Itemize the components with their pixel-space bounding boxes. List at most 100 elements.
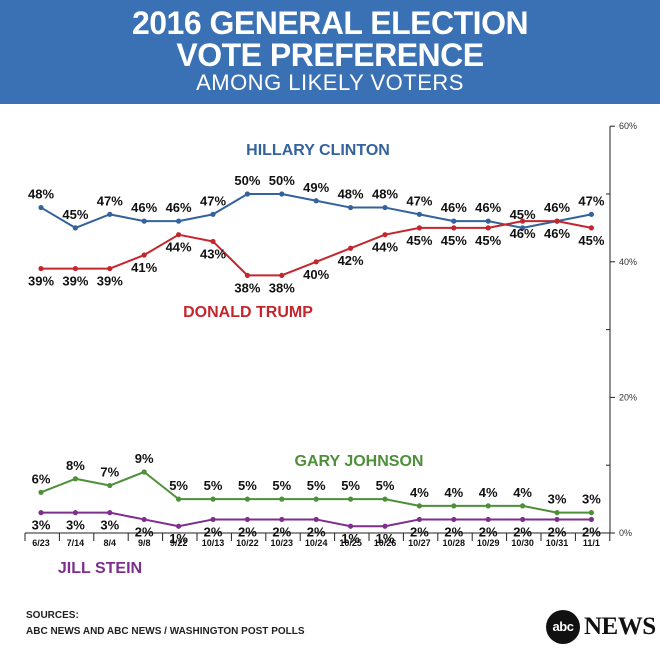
- data-point: [416, 503, 422, 509]
- data-label: 2%: [238, 524, 257, 539]
- data-label: 45%: [475, 233, 501, 248]
- sources-text: ABC NEWS AND ABC NEWS / WASHINGTON POST …: [26, 626, 305, 637]
- data-label: 40%: [303, 267, 329, 282]
- data-point: [38, 510, 44, 516]
- data-label: 4%: [444, 485, 463, 500]
- y-tick-label: 40%: [619, 257, 637, 267]
- data-label: 3%: [66, 518, 85, 533]
- data-label: 5%: [376, 478, 395, 493]
- data-label: 2%: [204, 524, 223, 539]
- data-point: [588, 211, 595, 217]
- data-point: [210, 238, 216, 245]
- data-label: 5%: [238, 478, 257, 493]
- data-label: 5%: [307, 478, 326, 493]
- data-label: 42%: [338, 253, 364, 268]
- data-label: 38%: [234, 280, 260, 295]
- data-point: [38, 265, 44, 272]
- data-point: [313, 496, 319, 502]
- data-point: [176, 218, 182, 224]
- data-label: 8%: [66, 458, 85, 473]
- data-label: 50%: [269, 173, 295, 188]
- data-label: 5%: [169, 478, 188, 493]
- data-point: [279, 272, 285, 278]
- y-tick-label: 60%: [619, 121, 637, 131]
- data-label: 2%: [479, 524, 498, 539]
- data-point: [244, 272, 250, 278]
- data-point: [348, 245, 354, 251]
- data-label: 2%: [135, 524, 154, 539]
- data-point: [416, 211, 422, 217]
- data-point: [588, 510, 595, 516]
- data-label: 39%: [97, 274, 123, 289]
- data-point: [554, 510, 560, 516]
- data-point: [554, 218, 560, 224]
- data-point: [520, 225, 526, 231]
- data-label: 7%: [100, 465, 119, 480]
- series-name-label: JILL STEIN: [58, 560, 142, 577]
- data-label: 49%: [303, 180, 329, 195]
- data-point: [485, 218, 491, 224]
- data-label: 44%: [372, 240, 398, 255]
- data-label: 45%: [578, 233, 604, 248]
- data-point: [107, 265, 113, 272]
- data-point: [588, 225, 595, 231]
- data-label: 47%: [578, 193, 604, 208]
- data-label: 39%: [28, 274, 54, 289]
- data-point: [451, 225, 457, 231]
- data-label: 2%: [410, 524, 429, 539]
- data-point: [520, 516, 526, 523]
- data-point: [485, 503, 491, 509]
- data-label: 50%: [234, 173, 260, 188]
- data-point: [210, 496, 216, 502]
- abc-logo-wordmark: NEWS: [584, 613, 656, 640]
- x-tick-label: 10/26: [374, 538, 397, 548]
- x-tick-label: 10/28: [443, 538, 466, 548]
- x-tick-label: 9/8: [138, 538, 151, 548]
- data-label: 47%: [406, 193, 432, 208]
- data-point: [520, 218, 526, 224]
- data-point: [382, 496, 388, 502]
- data-point: [485, 516, 491, 523]
- data-label: 3%: [548, 492, 567, 507]
- data-point: [520, 503, 526, 509]
- data-label: 2%: [444, 524, 463, 539]
- chart-subtitle: AMONG LIKELY VOTERS: [196, 70, 464, 95]
- x-tick-label: 10/27: [408, 538, 431, 548]
- data-point: [38, 489, 44, 495]
- chart-title-line1: 2016 GENERAL ELECTION: [131, 5, 529, 41]
- data-label: 46%: [441, 200, 467, 215]
- data-point: [279, 191, 285, 197]
- series-name-label: DONALD TRUMP: [183, 304, 313, 321]
- x-tick-label: 10/22: [236, 538, 259, 548]
- data-point: [279, 496, 285, 502]
- data-label: 48%: [372, 187, 398, 202]
- sources-label: SOURCES:: [26, 610, 79, 621]
- x-tick-label: 7/14: [67, 538, 85, 548]
- data-label: 4%: [479, 485, 498, 500]
- data-label: 3%: [582, 492, 601, 507]
- data-point: [416, 516, 422, 523]
- data-label: 45%: [510, 207, 536, 222]
- data-label: 2%: [548, 524, 567, 539]
- x-tick-label: 10/29: [477, 538, 500, 548]
- data-point: [244, 496, 250, 502]
- data-label: 5%: [341, 478, 360, 493]
- data-point: [176, 232, 182, 238]
- data-label: 45%: [441, 233, 467, 248]
- y-tick-label: 20%: [619, 392, 637, 402]
- x-tick-label: 6/23: [32, 538, 50, 548]
- data-point: [382, 232, 388, 238]
- data-label: 41%: [131, 260, 157, 275]
- data-label: 46%: [131, 200, 157, 215]
- data-point: [210, 516, 216, 523]
- data-point: [348, 496, 354, 502]
- series-name-label: GARY JOHNSON: [295, 453, 424, 470]
- data-point: [141, 252, 147, 258]
- data-point: [107, 510, 113, 516]
- x-tick-label: 9/22: [170, 538, 188, 548]
- data-label: 5%: [272, 478, 291, 493]
- data-point: [451, 516, 457, 523]
- data-label: 1%: [376, 531, 395, 546]
- title-banner: 2016 GENERAL ELECTION VOTE PREFERENCE AM…: [0, 0, 660, 104]
